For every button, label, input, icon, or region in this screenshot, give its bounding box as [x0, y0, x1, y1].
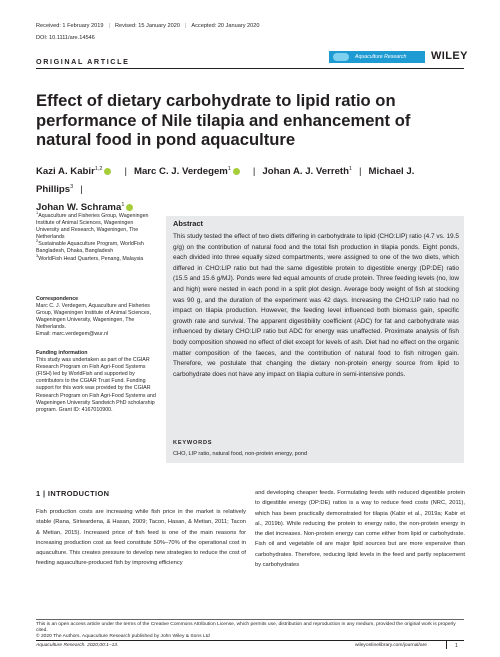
author-affiliation-mark: 3	[70, 183, 74, 190]
section-heading: 1 | INTRODUCTION	[36, 489, 110, 498]
journal-logo-text: Aquaculture Research	[355, 54, 407, 60]
author-name[interactable]: Johan W. Schrama	[36, 202, 122, 213]
copyright-note: © 2020 The Authors. Aquaculture Research…	[36, 634, 210, 639]
author-affiliation-mark: 1	[121, 201, 125, 208]
page-number: 1	[455, 643, 458, 649]
abstract-panel	[166, 216, 464, 463]
accepted-date: Accepted: 20 January 2020	[191, 23, 260, 29]
author-name[interactable]: Marc C. J. Verdegem	[133, 166, 228, 177]
intro-right-column: and developing cheaper feeds. Formulatin…	[255, 490, 465, 569]
article-dates: Received: 1 February 2019 | Revised: 15 Ja…	[36, 23, 260, 29]
orcid-icon[interactable]	[126, 203, 134, 211]
doi-link[interactable]: DOI: 10.1111/are.14546	[36, 35, 95, 41]
orcid-icon[interactable]	[104, 167, 112, 175]
keywords-heading: KEYWORDS	[173, 440, 213, 446]
author-affiliation-mark: 1	[227, 165, 231, 172]
revised-date: Revised: 15 January 2020	[114, 23, 180, 29]
article-type: ORIGINAL ARTICLE	[36, 57, 130, 66]
author-list: Kazi A. Kabir1,2 | Marc C. J. Verdegem1 | Jo…	[36, 165, 415, 213]
footnote-divider	[36, 619, 464, 620]
abstract-text: This study tested the effect of two diet…	[173, 233, 459, 378]
author-name[interactable]: Johan A. J. Verreth	[262, 166, 349, 177]
affiliation: 3WorldFish Head Quarters, Penang, Malays…	[36, 252, 144, 262]
funding-block: Funding information This study was under…	[36, 350, 156, 414]
orcid-icon[interactable]	[232, 167, 240, 175]
publisher-logo: WILEY	[431, 50, 468, 62]
correspondence-text: Marc C. J. Verdegem, Aquaculture and Fis…	[36, 303, 151, 331]
author-affiliation-mark: 1	[348, 165, 353, 172]
author-name[interactable]: Michael J. Phillips	[36, 166, 415, 195]
footer-separator	[446, 641, 447, 649]
funding-text: This study was undertaken as part of the…	[36, 357, 156, 413]
affiliation: 1Aquaculture and Fisheries Group, Wageni…	[36, 210, 149, 241]
journal-citation: Aquaculture Research. 2020;00:1–13.	[36, 643, 119, 648]
header-divider	[36, 68, 464, 69]
correspondence-email[interactable]: Email: marc.verdegem@wur.nl	[36, 331, 109, 338]
intro-left-column: Fish production costs are increasing whi…	[36, 509, 246, 567]
received-date: Received: 1 February 2019	[36, 23, 104, 29]
affiliation: 2Sustainable Aquaculture Program, WorldF…	[36, 238, 144, 255]
paper-title: Effect of dietary carbohydrate to lipid …	[36, 91, 411, 149]
author-affiliation-mark: 1,2	[94, 165, 103, 172]
keywords-text: CHO, LIP ratio, natural food, non-protei…	[173, 451, 308, 457]
journal-url[interactable]: wileyonlinelibrary.com/journal/are	[355, 643, 427, 648]
abstract-heading: Abstract	[173, 219, 203, 228]
correspondence-block: Correspondence Marc C. J. Verdegem, Aqua…	[36, 296, 156, 339]
license-note: This is an open access article under the…	[36, 622, 456, 634]
funding-heading: Funding information	[36, 350, 88, 356]
journal-logo: Aquaculture Research	[329, 51, 425, 63]
journal-logo-icon	[333, 53, 349, 61]
correspondence-heading: Correspondence	[36, 296, 79, 302]
affiliation-list: 1Aquaculture and Fisheries Group, Wageni…	[36, 210, 156, 263]
footer-divider	[36, 640, 464, 641]
author-name[interactable]: Kazi A. Kabir	[36, 166, 95, 177]
